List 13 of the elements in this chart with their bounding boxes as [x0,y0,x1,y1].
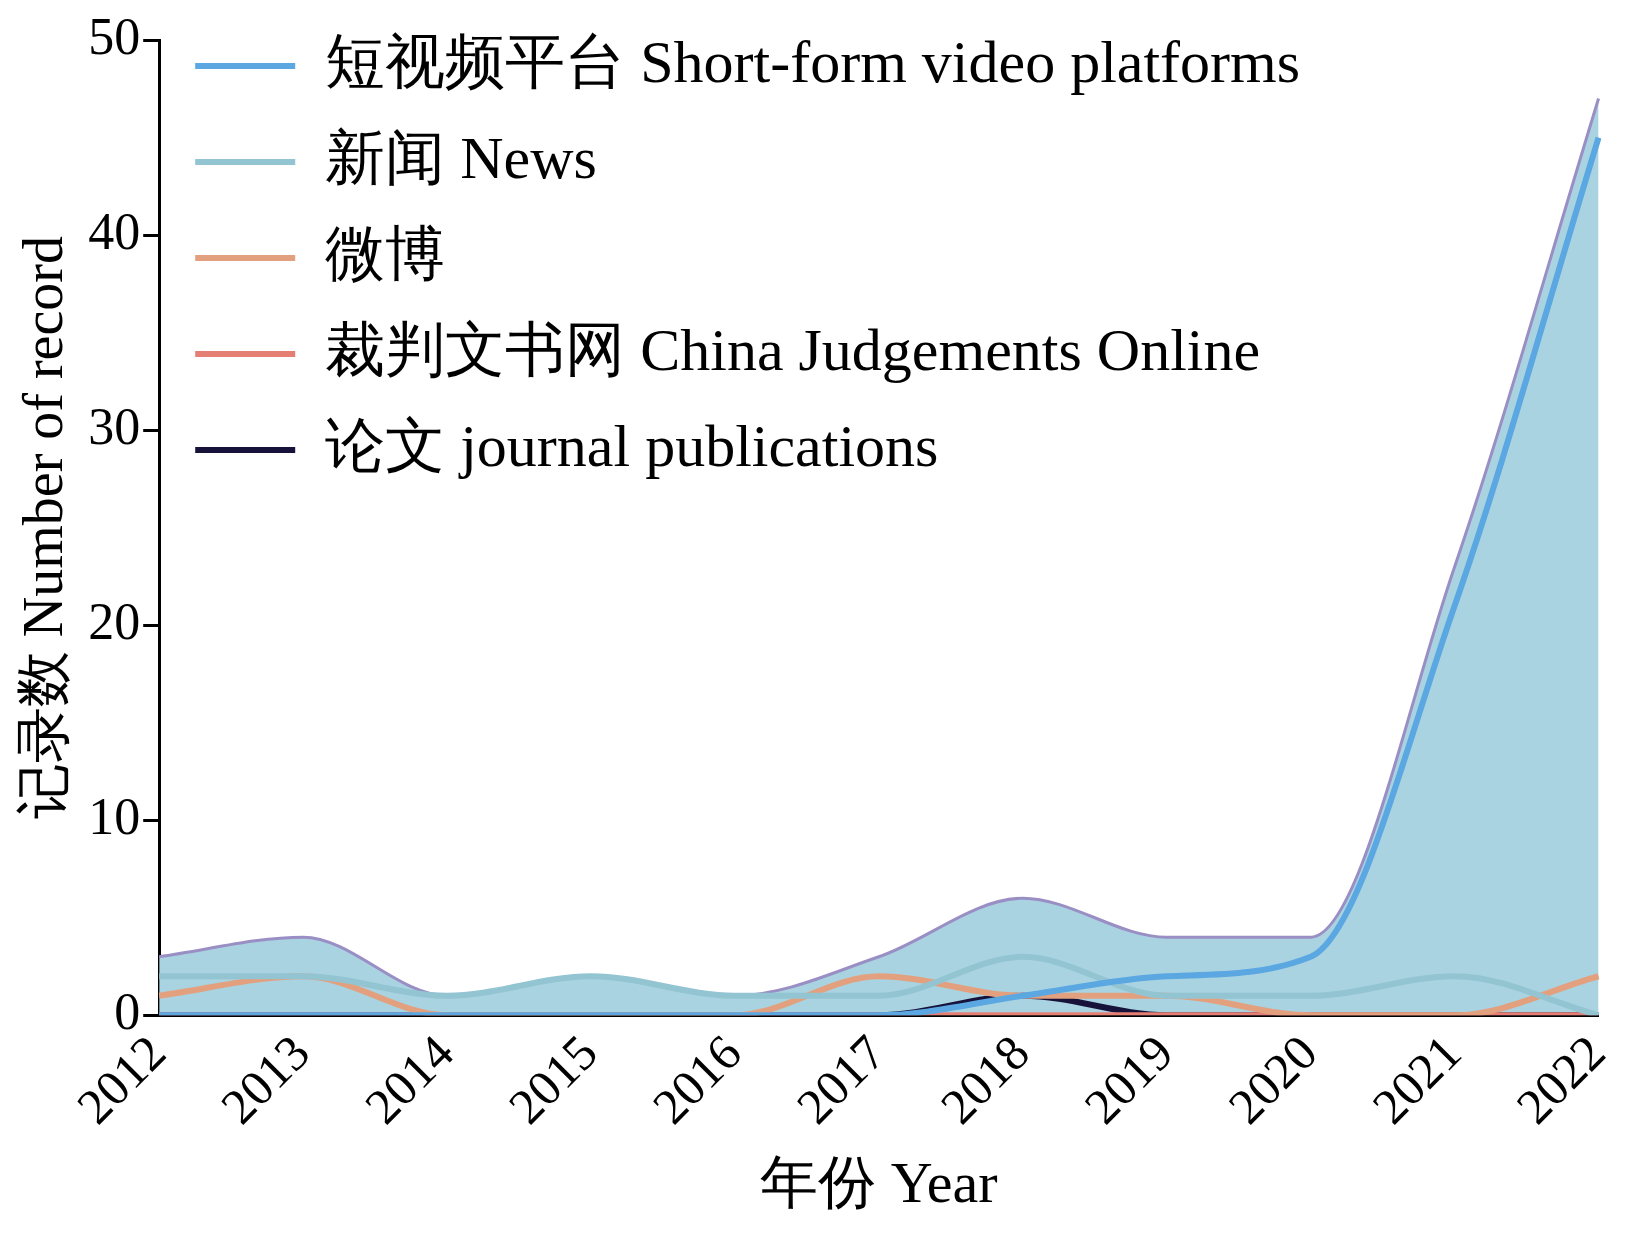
y-tick-label: 10 [88,787,141,845]
y-tick-label: 40 [88,202,141,260]
legend-label: 微博 [325,220,446,287]
x-axis-title: 年份 Year [760,1150,998,1216]
legend-label: 短视频平台 Short-form video platforms [325,28,1301,95]
y-tick-label: 50 [88,7,141,65]
y-tick-label: 30 [88,397,141,455]
legend-label: 新闻 News [325,124,597,191]
y-tick-label: 0 [114,982,141,1040]
y-tick-label: 20 [88,592,141,650]
legend-label: 论文 journal publications [325,412,939,479]
legend-label: 裁判文书网 China Judgements Online [325,316,1261,383]
y-axis-title: 记录数 Number of record [12,236,75,820]
